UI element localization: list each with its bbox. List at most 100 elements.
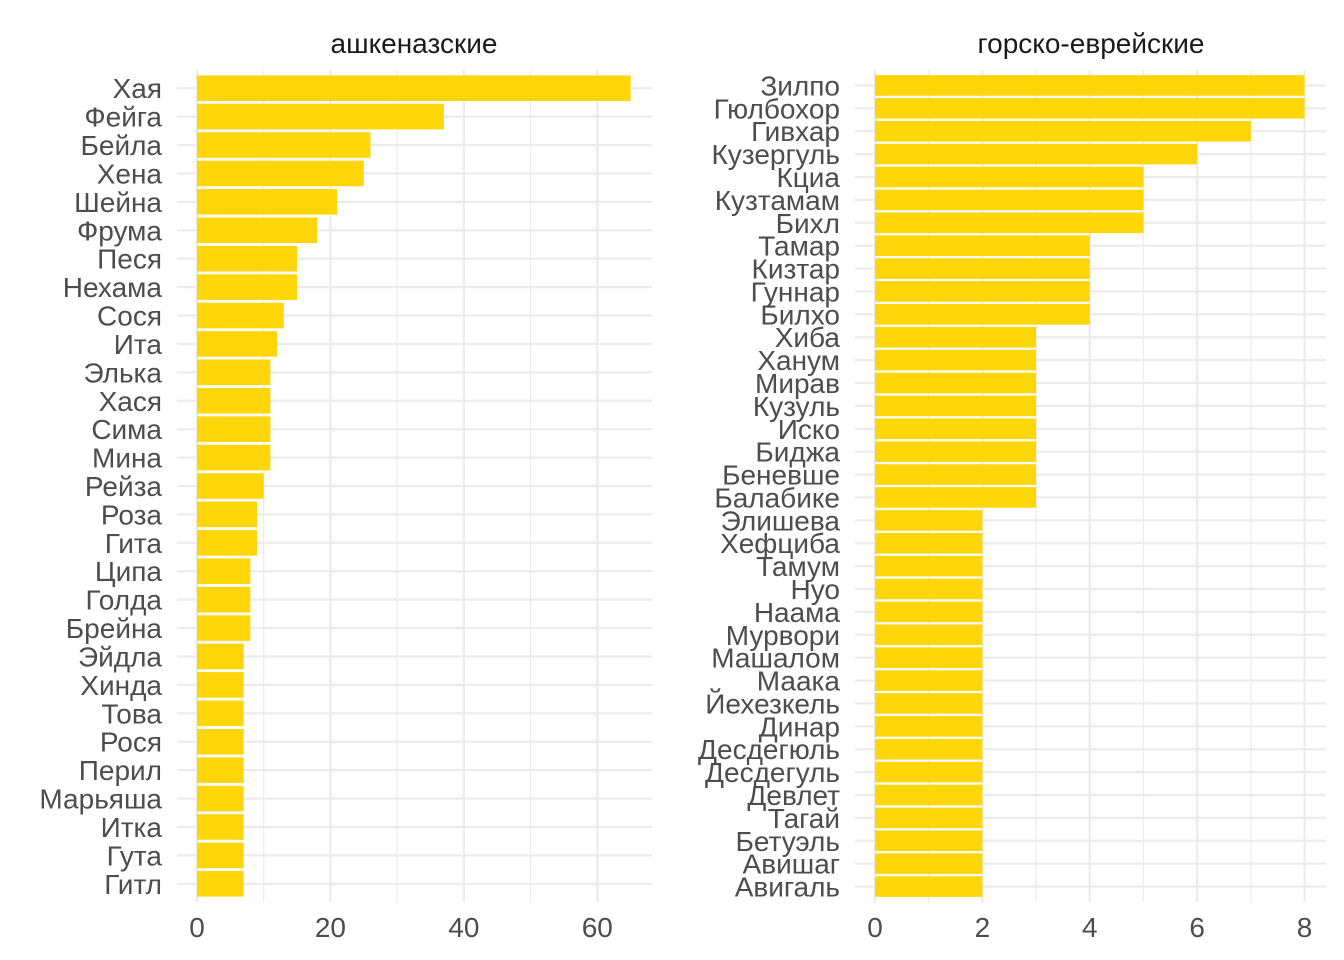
plot-area-left: ХаяФейгаБейлаХенаШейнаФрумаПесяНехамаСос… xyxy=(39,70,652,943)
category-label-right: Биджа xyxy=(755,437,840,468)
category-label-left: Элька xyxy=(83,357,162,388)
bar-left xyxy=(197,643,244,670)
category-label-left: Хася xyxy=(99,386,162,417)
bar-right xyxy=(875,532,983,554)
bar-left xyxy=(197,387,271,414)
category-label-right: Кузтамам xyxy=(715,185,840,216)
x-tick-label-right: 4 xyxy=(1082,912,1098,943)
bar-left xyxy=(197,274,298,300)
category-label-right: Балабике xyxy=(714,482,840,513)
bar-right xyxy=(875,693,983,714)
category-label-left: Сима xyxy=(91,414,162,445)
category-label-right: Бихл xyxy=(776,208,840,239)
category-label-right: Тамар xyxy=(758,231,840,262)
category-label-right: Десдегуль xyxy=(705,757,840,788)
category-label-right: Зилпо xyxy=(760,70,840,101)
category-label-right: Машалом xyxy=(711,643,840,674)
category-label-right: Иско xyxy=(778,414,840,445)
category-label-left: Хена xyxy=(97,158,163,189)
category-label-left: Нехама xyxy=(63,272,163,303)
bar-right xyxy=(875,510,983,531)
facet-panel-left: ашкеназские ХаяФейгаБейлаХенаШейнаФрумаП… xyxy=(39,28,652,943)
bar-right xyxy=(875,441,1037,462)
bar-right xyxy=(875,738,983,760)
category-label-right: Десдегюль xyxy=(698,734,840,765)
category-label-right: Кизтар xyxy=(752,254,840,285)
x-tick-label-right: 8 xyxy=(1297,912,1313,943)
category-label-right: Динар xyxy=(759,711,840,742)
bar-left xyxy=(197,530,258,556)
bar-left xyxy=(197,302,284,329)
category-label-right: Авишаг xyxy=(743,849,840,880)
plot-area-right: ЗилпоГюлбохорГивхарКузергульКциаКузтамам… xyxy=(698,70,1326,943)
bar-left xyxy=(197,473,264,499)
category-label-left: Роза xyxy=(101,499,163,530)
category-label-left: Хая xyxy=(113,73,162,104)
category-label-left: Гитл xyxy=(104,869,162,900)
bar-right xyxy=(875,601,983,623)
facet-panel-right: горско-еврейские ЗилпоГюлбохорГивхарКузе… xyxy=(698,28,1326,943)
bar-left xyxy=(197,558,251,585)
x-tick-label-right: 0 xyxy=(867,912,883,943)
bar-right xyxy=(875,647,983,668)
bar-right xyxy=(875,120,1251,142)
category-label-left: Шейна xyxy=(74,187,162,218)
x-tick-label-right: 6 xyxy=(1189,912,1205,943)
bar-right xyxy=(875,876,983,897)
category-label-left: Мина xyxy=(92,443,162,474)
bar-right xyxy=(875,349,1037,371)
category-label-right: Гюлбохор xyxy=(714,93,840,124)
category-label-right: Ханум xyxy=(757,345,840,376)
bar-left xyxy=(197,444,271,471)
bar-left xyxy=(197,245,298,272)
category-label-right: Наама xyxy=(754,597,841,628)
bar-left xyxy=(197,586,251,613)
category-label-right: Девлет xyxy=(747,780,840,811)
bar-right xyxy=(875,555,983,577)
category-label-left: Фейга xyxy=(84,102,162,133)
bar-right xyxy=(875,761,983,783)
category-label-right: Тагай xyxy=(768,803,840,834)
category-label-left: Сося xyxy=(97,301,162,332)
facet-title-right: горско-еврейские xyxy=(978,28,1205,59)
category-label-right: Тамум xyxy=(756,551,840,582)
bar-left xyxy=(197,416,271,442)
bar-left xyxy=(197,160,364,187)
category-label-left: Ита xyxy=(114,329,163,360)
bar-right xyxy=(875,281,1090,302)
bar-left xyxy=(197,728,244,755)
bar-left xyxy=(197,103,444,130)
category-label-left: Перил xyxy=(79,755,162,786)
x-tick-label-left: 20 xyxy=(315,912,346,943)
category-label-right: Маака xyxy=(757,666,841,697)
category-label-right: Беневше xyxy=(722,460,840,491)
bar-right xyxy=(875,98,1305,119)
bar-right xyxy=(875,189,1144,211)
category-label-left: Голда xyxy=(86,585,163,616)
x-tick-label-left: 60 xyxy=(582,912,613,943)
bar-right xyxy=(875,464,1037,485)
category-label-left: Хинда xyxy=(80,670,162,701)
category-label-right: Хефциба xyxy=(720,528,840,559)
x-tick-label-left: 0 xyxy=(189,912,205,943)
bar-right xyxy=(875,235,1090,256)
bar-right xyxy=(875,304,1090,325)
bar-right xyxy=(875,830,983,852)
category-label-right: Билхо xyxy=(760,299,840,330)
bar-left xyxy=(197,757,244,783)
bar-right xyxy=(875,395,1037,417)
bar-left xyxy=(197,359,271,386)
bar-right xyxy=(875,670,983,691)
category-label-right: Йехезкель xyxy=(705,688,840,719)
bar-left xyxy=(197,615,251,641)
bar-right xyxy=(875,326,1037,348)
category-label-right: Бетуэль xyxy=(736,826,840,857)
bar-left xyxy=(197,785,244,812)
category-label-left: Брейна xyxy=(66,613,163,644)
bar-right xyxy=(875,212,1144,234)
category-label-right: Мирав xyxy=(755,368,840,399)
x-tick-label-left: 40 xyxy=(448,912,479,943)
category-label-left: Гита xyxy=(105,528,163,559)
category-label-left: Марьяша xyxy=(39,784,162,815)
